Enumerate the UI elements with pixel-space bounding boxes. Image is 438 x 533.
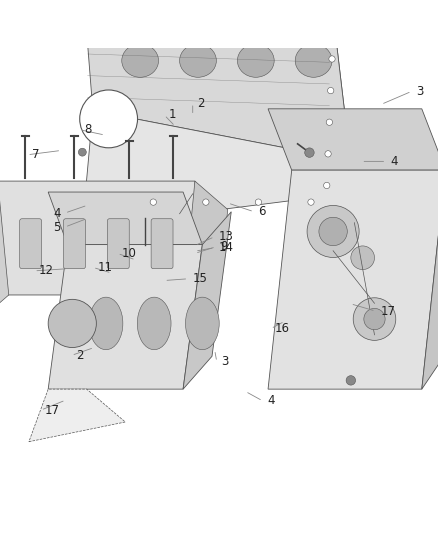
Ellipse shape [295,44,332,77]
Polygon shape [0,181,206,295]
Ellipse shape [186,297,219,350]
Polygon shape [29,389,125,442]
Ellipse shape [180,44,216,77]
Polygon shape [422,144,438,389]
Text: 3: 3 [221,356,229,368]
Circle shape [307,205,359,257]
Circle shape [324,182,330,189]
FancyBboxPatch shape [20,219,42,269]
Circle shape [48,300,96,348]
Circle shape [364,309,385,330]
Polygon shape [324,27,350,194]
Text: 4: 4 [267,394,275,407]
Text: 7: 7 [32,148,39,161]
Text: 2: 2 [197,96,205,110]
Circle shape [308,199,314,205]
Ellipse shape [237,44,274,77]
Circle shape [150,199,156,205]
Text: 13: 13 [219,230,234,243]
Text: 5: 5 [53,221,60,233]
Polygon shape [183,212,231,389]
Text: 9: 9 [220,240,228,253]
Text: 10: 10 [122,247,137,260]
FancyBboxPatch shape [151,219,173,269]
Polygon shape [0,181,9,324]
Circle shape [203,199,209,205]
Circle shape [255,199,261,205]
Circle shape [329,56,335,62]
Text: 3: 3 [416,85,424,98]
Circle shape [305,148,314,157]
Ellipse shape [89,297,123,350]
Circle shape [325,151,331,157]
Text: 16: 16 [275,322,290,335]
Polygon shape [268,109,438,170]
Circle shape [78,148,86,156]
Polygon shape [82,110,350,227]
Text: 8: 8 [85,123,92,136]
Circle shape [319,217,347,246]
Text: 12: 12 [39,264,53,277]
Polygon shape [184,181,228,312]
Polygon shape [48,245,202,389]
Circle shape [80,90,138,148]
Text: 15: 15 [193,272,208,285]
Text: 17: 17 [380,305,395,318]
Ellipse shape [122,44,159,77]
Text: 14: 14 [219,241,234,254]
Text: 1: 1 [169,108,176,122]
Circle shape [353,298,396,341]
Polygon shape [268,170,438,389]
Text: 2: 2 [76,349,83,362]
Polygon shape [48,192,202,245]
Circle shape [346,376,356,385]
Text: 17: 17 [45,403,60,417]
Circle shape [326,119,332,125]
Text: 4: 4 [53,207,60,220]
FancyBboxPatch shape [64,219,85,269]
Circle shape [351,246,374,270]
FancyBboxPatch shape [107,219,129,269]
Circle shape [328,87,334,94]
Text: 6: 6 [258,205,266,218]
Text: 11: 11 [97,261,112,274]
Polygon shape [82,0,350,160]
Ellipse shape [137,297,171,350]
Text: 4: 4 [391,155,398,168]
